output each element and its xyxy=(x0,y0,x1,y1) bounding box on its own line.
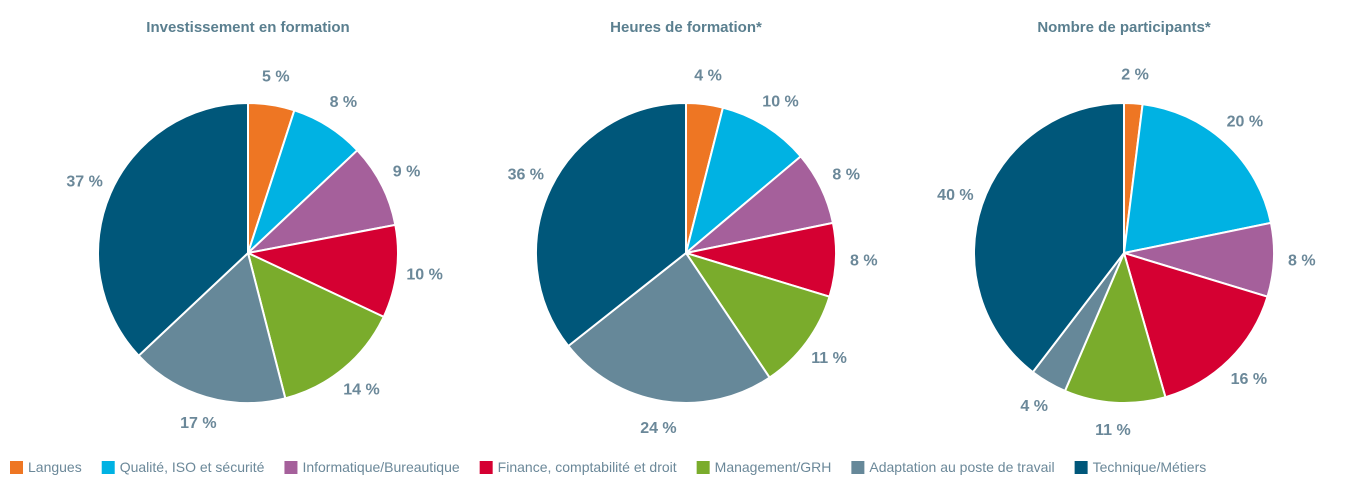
pie-slice xyxy=(1122,251,1269,399)
value-label: 20 % xyxy=(1227,114,1263,131)
legend: Langues Qualité, ISO et sécurité Informati… xyxy=(10,459,1206,475)
value-label: 8 % xyxy=(850,253,878,270)
value-label: 10 % xyxy=(762,93,798,110)
chart-title: Heures de formation* xyxy=(610,19,762,36)
legend-label: Informatique/Bureautique xyxy=(302,459,459,475)
legend-label: Adaptation au poste de travail xyxy=(869,459,1054,475)
value-label: 8 % xyxy=(330,94,358,111)
value-label: 11 % xyxy=(1095,422,1131,439)
legend-swatch xyxy=(479,461,493,474)
value-label: 37 % xyxy=(66,174,102,191)
pie-slice xyxy=(535,101,687,348)
value-label: 40 % xyxy=(937,187,973,204)
value-label: 8 % xyxy=(1288,253,1316,270)
pie-slice xyxy=(246,251,386,400)
chart-title: Investissement en formation xyxy=(146,19,349,36)
value-label: 4 % xyxy=(694,68,722,85)
value-label: 9 % xyxy=(393,163,421,180)
pie-slice xyxy=(97,101,249,358)
value-label: 4 % xyxy=(1020,398,1048,415)
pie-slice xyxy=(973,101,1125,374)
pie-slice xyxy=(1122,103,1273,255)
legend-swatch xyxy=(851,461,865,474)
pie-slice xyxy=(1063,250,1167,404)
pie-slice xyxy=(244,223,399,319)
legend-swatch xyxy=(284,461,298,474)
legend-swatch xyxy=(10,461,23,474)
pie-slice xyxy=(244,148,397,255)
value-label: 24 % xyxy=(640,420,676,437)
value-label: 8 % xyxy=(832,167,860,184)
pie-slice xyxy=(684,106,803,256)
legend-label: Qualité, ISO et sécurité xyxy=(120,459,265,475)
legend-label: Management/GRH xyxy=(715,459,832,475)
value-label: 10 % xyxy=(406,267,442,284)
value-label: 17 % xyxy=(180,415,216,432)
legend-swatch xyxy=(696,461,710,474)
value-label: 36 % xyxy=(508,167,544,184)
pie-slice xyxy=(683,251,831,379)
value-label: 16 % xyxy=(1231,371,1267,388)
pie-slice xyxy=(137,251,287,404)
legend-swatch xyxy=(101,461,115,474)
pie-slice xyxy=(566,251,771,404)
value-label: 2 % xyxy=(1121,67,1149,84)
value-label: 5 % xyxy=(262,68,290,85)
legend-swatch xyxy=(1074,461,1088,474)
legend-label: Langues xyxy=(28,459,82,475)
chart-title: Nombre de participants* xyxy=(1037,19,1211,36)
value-label: 11 % xyxy=(811,350,847,367)
legend-label: Technique/Métiers xyxy=(1093,459,1207,475)
value-label: 14 % xyxy=(343,381,379,398)
legend-label: Finance, comptabilité et droit xyxy=(498,459,677,475)
